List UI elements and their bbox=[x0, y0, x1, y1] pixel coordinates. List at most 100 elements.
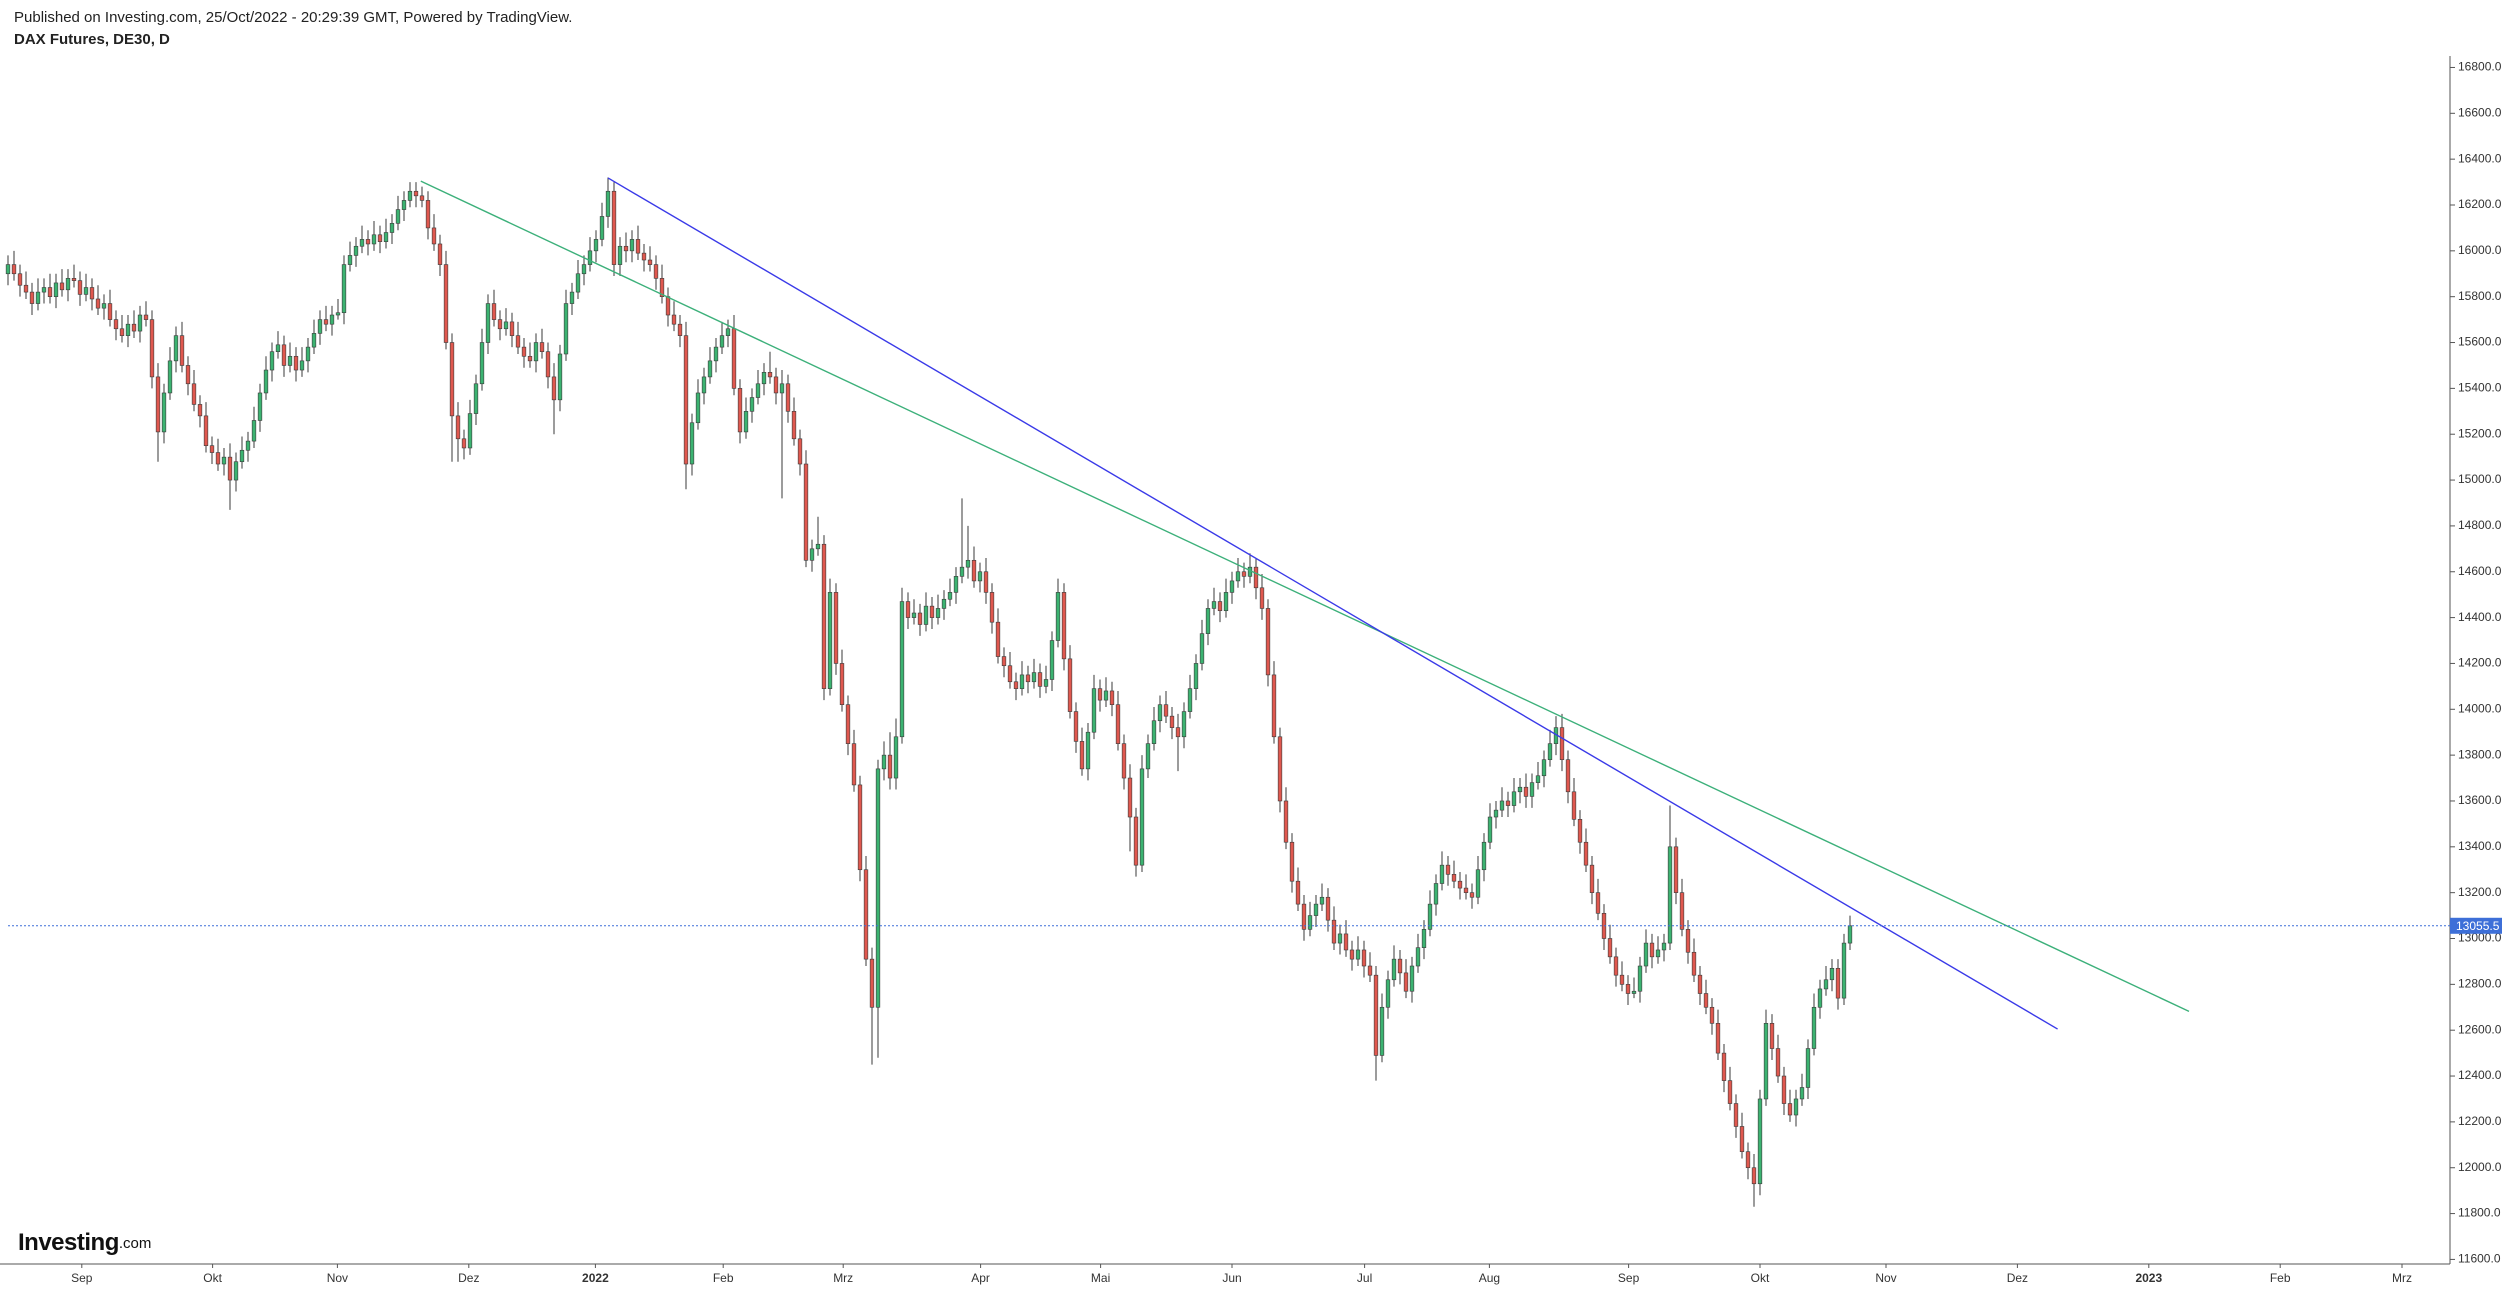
candle-body bbox=[923, 605, 929, 625]
candle-body bbox=[359, 239, 365, 247]
candle-body bbox=[545, 351, 551, 378]
candle-body bbox=[1499, 800, 1505, 811]
candle-body bbox=[755, 383, 761, 398]
candle-body bbox=[725, 328, 731, 336]
candle-body bbox=[1031, 672, 1037, 683]
candle-body bbox=[101, 303, 107, 309]
candle-body bbox=[1145, 743, 1151, 770]
candle-body bbox=[863, 869, 869, 960]
candle-body bbox=[329, 314, 335, 325]
candle-body bbox=[335, 312, 341, 316]
candle-body bbox=[1313, 903, 1319, 916]
candle-body bbox=[1337, 933, 1343, 944]
y-tick-label: 16600.0 bbox=[2458, 105, 2502, 119]
candle-body bbox=[563, 303, 569, 355]
candle-body bbox=[227, 456, 233, 481]
candle-body bbox=[59, 282, 65, 291]
candle-body bbox=[839, 663, 845, 705]
x-tick-label: Sep bbox=[71, 1271, 93, 1285]
x-tick-label: Apr bbox=[971, 1271, 990, 1285]
candle-body bbox=[83, 287, 89, 295]
candle-body bbox=[689, 422, 695, 465]
candle-body bbox=[1685, 929, 1691, 953]
candle-body bbox=[1103, 690, 1109, 701]
candle-body bbox=[959, 566, 965, 577]
candle-body bbox=[1109, 690, 1115, 705]
candle-body bbox=[317, 319, 323, 334]
candle-body bbox=[1769, 1023, 1775, 1049]
candle-body bbox=[53, 282, 59, 297]
y-tick-label: 14200.0 bbox=[2458, 656, 2502, 670]
candle-body bbox=[635, 239, 641, 254]
candle-body bbox=[761, 372, 767, 385]
trend-line bbox=[420, 180, 2190, 1013]
candle-body bbox=[143, 314, 149, 320]
candle-body bbox=[155, 376, 161, 433]
y-tick-label: 13800.0 bbox=[2458, 747, 2502, 761]
candle-body bbox=[1319, 896, 1325, 905]
candle-body bbox=[137, 314, 143, 332]
candle-body bbox=[1175, 727, 1181, 738]
y-tick-label: 16800.0 bbox=[2458, 60, 2502, 74]
candle-body bbox=[1397, 958, 1403, 974]
candle-body bbox=[1535, 775, 1541, 783]
candle-body bbox=[749, 397, 755, 412]
candle-body bbox=[107, 303, 113, 320]
x-tick-label: Jun bbox=[1222, 1271, 1241, 1285]
candle-body bbox=[23, 284, 29, 293]
candle-body bbox=[569, 291, 575, 304]
candle-body bbox=[1361, 949, 1367, 967]
candle-body bbox=[1163, 704, 1169, 717]
candle-body bbox=[1577, 819, 1583, 843]
candle-body bbox=[431, 227, 437, 245]
candle-body bbox=[533, 342, 539, 362]
candle-body bbox=[1403, 972, 1409, 992]
candle-body bbox=[665, 296, 671, 316]
candle-body bbox=[437, 243, 443, 265]
x-tick-label: Feb bbox=[713, 1271, 734, 1285]
candle-body bbox=[1799, 1087, 1805, 1100]
x-tick-label: Mrz bbox=[2392, 1271, 2412, 1285]
candle-body bbox=[539, 342, 545, 352]
candle-body bbox=[1169, 715, 1175, 728]
candles bbox=[5, 177, 1853, 1207]
candle-body bbox=[491, 303, 497, 320]
candle-body bbox=[1265, 608, 1271, 676]
candle-body bbox=[1673, 846, 1679, 893]
candle-body bbox=[299, 360, 305, 371]
candle-body bbox=[1811, 1006, 1817, 1049]
candle-body bbox=[743, 410, 749, 433]
candle-body bbox=[869, 958, 875, 1008]
candle-body bbox=[1067, 658, 1073, 712]
candle-body bbox=[47, 287, 53, 297]
candle-body bbox=[281, 344, 287, 366]
candle-body bbox=[1097, 688, 1103, 701]
candle-body bbox=[1763, 1023, 1769, 1100]
candle-body bbox=[1517, 786, 1523, 793]
candle-body bbox=[515, 335, 521, 348]
candle-body bbox=[401, 200, 407, 210]
candle-body bbox=[599, 216, 605, 240]
candle-body bbox=[953, 576, 959, 593]
candle-body bbox=[1271, 674, 1277, 738]
candle-body bbox=[791, 410, 797, 440]
y-tick-label: 15200.0 bbox=[2458, 426, 2502, 440]
candle-body bbox=[233, 461, 239, 481]
candle-body bbox=[1211, 601, 1217, 609]
candle-body bbox=[1445, 864, 1451, 875]
candle-body bbox=[1259, 587, 1265, 609]
candle-body bbox=[683, 335, 689, 465]
candle-body bbox=[407, 190, 413, 201]
candle-body bbox=[1415, 947, 1421, 967]
candle-body bbox=[251, 420, 257, 442]
candle-body bbox=[1007, 665, 1013, 683]
candle-body bbox=[1529, 782, 1535, 797]
candle-body bbox=[629, 239, 635, 252]
x-tick-label: Jul bbox=[1357, 1271, 1372, 1285]
candle-body bbox=[713, 346, 719, 362]
x-tick-label: Nov bbox=[1875, 1271, 1896, 1285]
candle-body bbox=[1187, 688, 1193, 712]
x-tick-label: Aug bbox=[1479, 1271, 1500, 1285]
candle-body bbox=[857, 784, 863, 871]
